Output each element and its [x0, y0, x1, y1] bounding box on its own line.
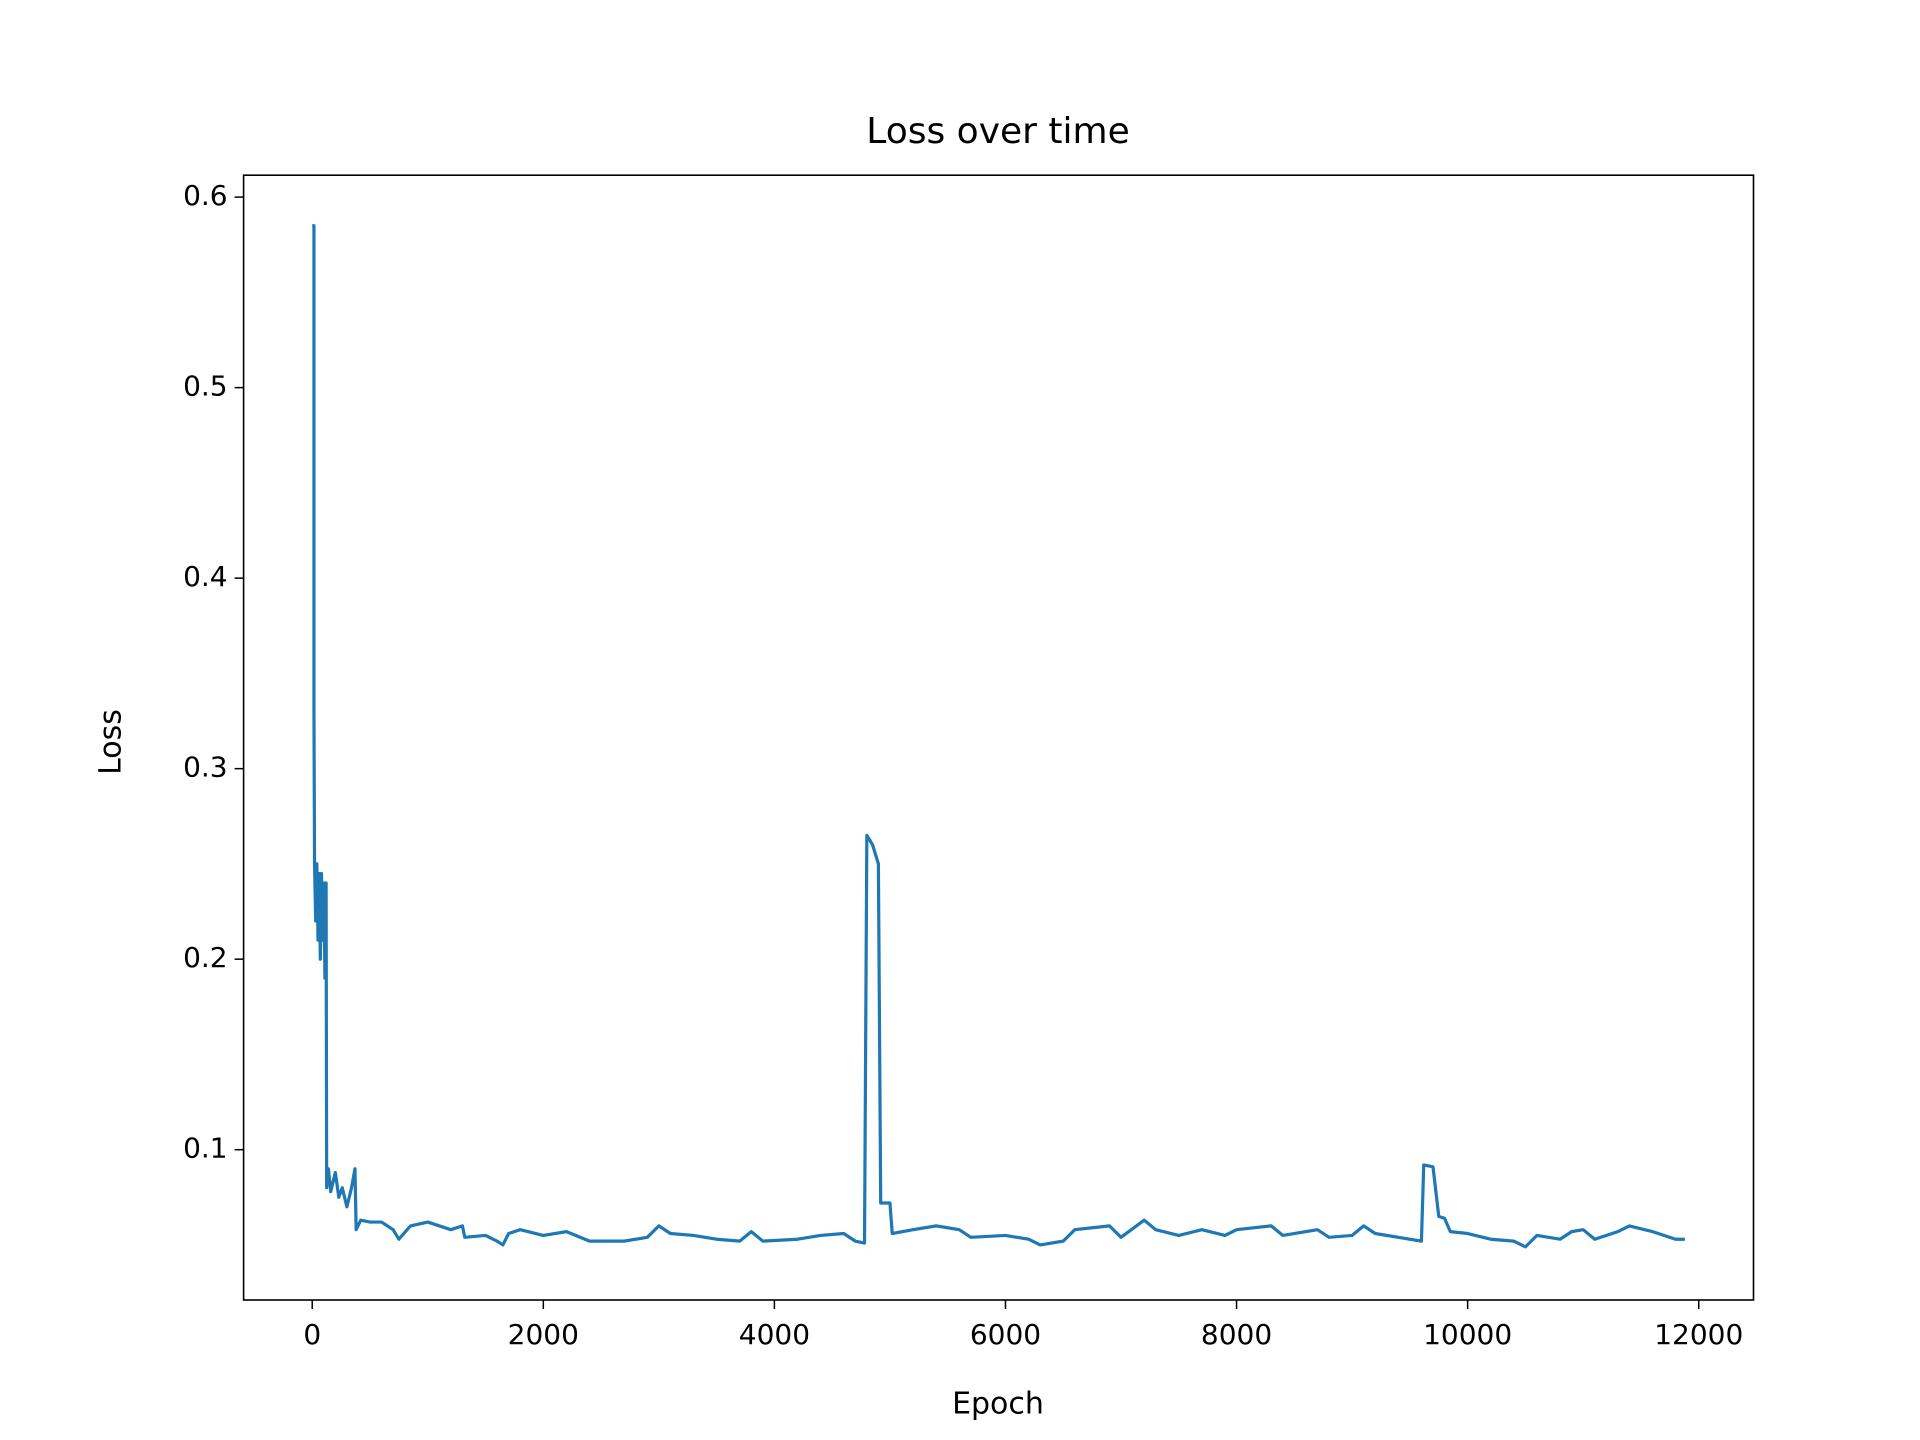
y-tick-label: 0.6 [183, 179, 228, 212]
x-axis-label: Epoch [952, 1387, 1044, 1422]
x-tick-label: 4000 [739, 1318, 810, 1351]
x-tick-label: 2000 [508, 1318, 579, 1351]
y-tick-label: 0.4 [183, 560, 228, 593]
y-tick-label: 0.2 [183, 941, 228, 974]
y-tick-label: 0.5 [183, 370, 228, 403]
y-axis-label: Loss [94, 709, 129, 775]
x-tick-label: 10000 [1423, 1318, 1512, 1351]
line-series [312, 224, 1685, 1249]
chart-title: Loss over time [866, 111, 1129, 152]
x-tick-label: 12000 [1654, 1318, 1743, 1351]
x-tick-label: 8000 [1201, 1318, 1272, 1351]
y-tick-label: 0.1 [183, 1132, 228, 1165]
x-tick-label: 6000 [970, 1318, 1041, 1351]
x-tick-label: 0 [303, 1318, 321, 1351]
y-tick-label: 0.3 [183, 751, 228, 784]
plot-frame [242, 174, 1755, 1301]
